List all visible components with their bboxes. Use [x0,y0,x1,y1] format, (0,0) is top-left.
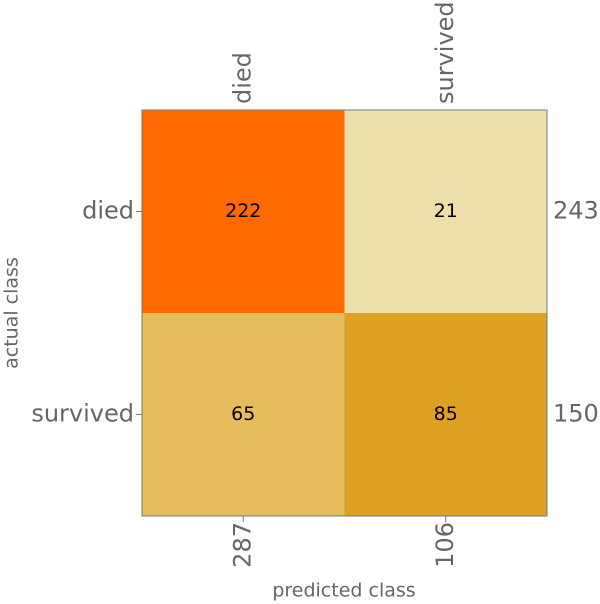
y-tick-label: survived [31,400,134,428]
column-total: 287 [228,522,256,568]
y-tick-label: died [82,197,134,225]
cell-label: 21 [434,200,458,222]
x-tick-label: died [228,52,256,104]
row-total: 150 [553,400,599,428]
plot-frame [141,109,548,517]
column-total: 106 [431,522,459,568]
cell-label: 222 [225,200,261,222]
cell [142,313,345,516]
y-axis-label: actual class [1,257,23,369]
cell-label: 65 [231,403,255,425]
cell [142,110,345,313]
cell [344,313,547,516]
x-tick-label: survived [431,1,459,104]
row-total: 243 [553,197,599,225]
cell [344,110,547,313]
x-axis-label: predicted class [272,580,415,602]
cell-label: 85 [434,403,458,425]
